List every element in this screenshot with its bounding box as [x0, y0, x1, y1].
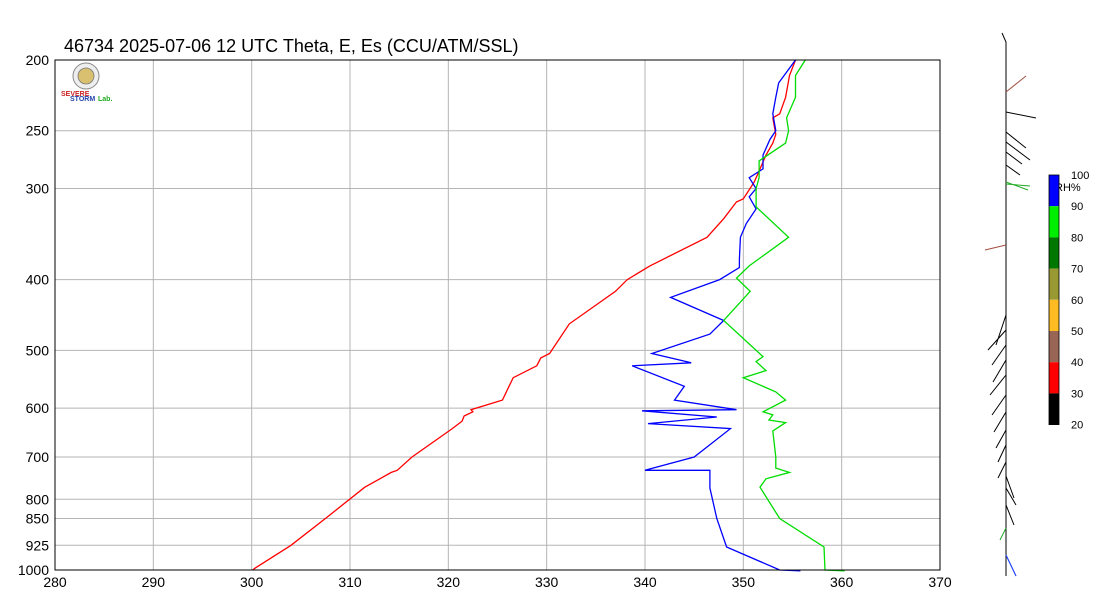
- x-tick-label: 310: [338, 574, 362, 590]
- y-tick-label: 700: [26, 449, 50, 465]
- logo-line-3: Lab.: [98, 96, 112, 103]
- rh-colorbar-tick: 60: [1071, 295, 1083, 307]
- x-tick-label: 350: [732, 574, 756, 590]
- rh-colorbar-segment: [1049, 331, 1059, 363]
- wind-barb: [999, 527, 1007, 541]
- grid: [54, 59, 941, 571]
- plot-frame: [54, 59, 941, 571]
- x-tick-label: 360: [830, 574, 854, 590]
- wind-barb: [1005, 111, 1037, 176]
- rh-colorbar-segment: [1049, 206, 1059, 238]
- wind-barb: [1005, 75, 1027, 93]
- rh-colorbar: RH% 100 90 80 70 60 50 40 30 20: [1048, 170, 1089, 432]
- x-tick-label: 290: [142, 574, 166, 590]
- rh-colorbar-tick: 70: [1071, 264, 1083, 276]
- rh-colorbar-tick: 30: [1071, 388, 1083, 400]
- series-line-theta: [252, 59, 797, 571]
- rh-colorbar-tick: 90: [1071, 201, 1083, 213]
- y-tick-label: 300: [26, 180, 50, 196]
- rh-colorbar-label: RH%: [1055, 182, 1081, 194]
- y-tick-label: 500: [26, 342, 50, 358]
- series-layer: [252, 59, 845, 572]
- rh-colorbar-segment: [1049, 175, 1059, 207]
- axis-ticks: 280 290 300 310 320 330 340 350 360 370 200 250 300 4…: [18, 52, 952, 590]
- x-tick-label: 280: [43, 574, 67, 590]
- wind-barb: [987, 314, 1017, 526]
- rh-colorbar-tick: 20: [1071, 420, 1083, 432]
- y-tick-label: 925: [26, 537, 50, 553]
- wind-barb-profile: [984, 32, 1037, 577]
- y-tick-label: 600: [26, 400, 50, 416]
- rh-colorbar-segment: [1049, 237, 1059, 269]
- y-tick-label: 850: [26, 511, 50, 527]
- y-tick-label: 400: [26, 272, 50, 288]
- wind-barb: [1005, 554, 1017, 577]
- y-tick-label: 800: [26, 491, 50, 507]
- x-tick-label: 300: [240, 574, 264, 590]
- y-tick-label: 200: [26, 52, 50, 68]
- lab-logo: SEVERE STORM Lab.: [61, 62, 112, 103]
- x-tick-label: 330: [535, 574, 559, 590]
- series-line-e: [631, 59, 801, 572]
- wind-barb: [984, 244, 1007, 251]
- rh-colorbar-segment: [1049, 362, 1059, 394]
- rh-colorbar-tick: 80: [1071, 232, 1083, 244]
- series-line-es: [722, 59, 845, 572]
- wind-barb-staff: [1001, 32, 1007, 576]
- wind-barb: [1005, 181, 1031, 191]
- rh-colorbar-tick: 50: [1071, 326, 1083, 338]
- logo-line-2: STORM: [70, 96, 95, 103]
- rh-colorbar-segment: [1049, 393, 1059, 425]
- x-tick-label: 320: [437, 574, 461, 590]
- rh-colorbar-tick: 40: [1071, 357, 1083, 369]
- logo-line-1: SEVERE: [61, 91, 90, 98]
- x-tick-label: 370: [928, 574, 952, 590]
- rh-colorbar-tick: 100: [1071, 170, 1089, 182]
- y-tick-label: 1000: [18, 562, 49, 578]
- rh-colorbar-frame: [1048, 174, 1060, 426]
- y-tick-label: 250: [26, 123, 50, 139]
- x-tick-label: 340: [633, 574, 657, 590]
- rh-colorbar-segment: [1049, 268, 1059, 300]
- logo-emblem-icon: [77, 67, 95, 85]
- rh-colorbar-segment: [1049, 299, 1059, 331]
- chart-title: 46734 2025-07-06 12 UTC Theta, E, Es (CC…: [64, 36, 519, 56]
